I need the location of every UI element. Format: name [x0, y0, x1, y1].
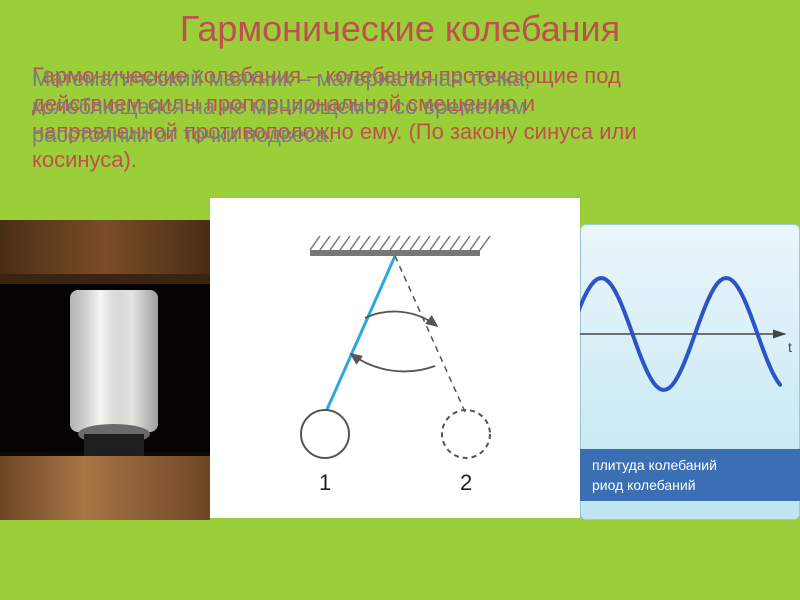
wave-panel: t плитуда колебаний риод колебаний	[580, 224, 800, 520]
svg-text:t: t	[788, 339, 792, 355]
desc-muted-3: расстоянии от точки подвеса.	[32, 122, 334, 147]
svg-text:плитуда колебаний: плитуда колебаний	[592, 457, 717, 473]
desc-muted-1b: – материальная точка,	[292, 66, 530, 91]
desc-highlight-4: косинуса).	[32, 147, 137, 172]
photo-panel	[0, 220, 210, 520]
pendulum-diagram: 12	[210, 198, 580, 518]
page-title: Гармонические колебания	[0, 8, 800, 50]
svg-text:риод колебаний: риод колебаний	[592, 477, 696, 493]
svg-text:2: 2	[460, 470, 472, 495]
desc-muted-2: колеблющаяся на не меняющемся со времене…	[32, 94, 526, 119]
description-block: Гармонические колебания – колебания прот…	[32, 62, 768, 90]
svg-text:1: 1	[319, 470, 331, 495]
desc-muted-1a: Математический маятник	[32, 66, 292, 91]
